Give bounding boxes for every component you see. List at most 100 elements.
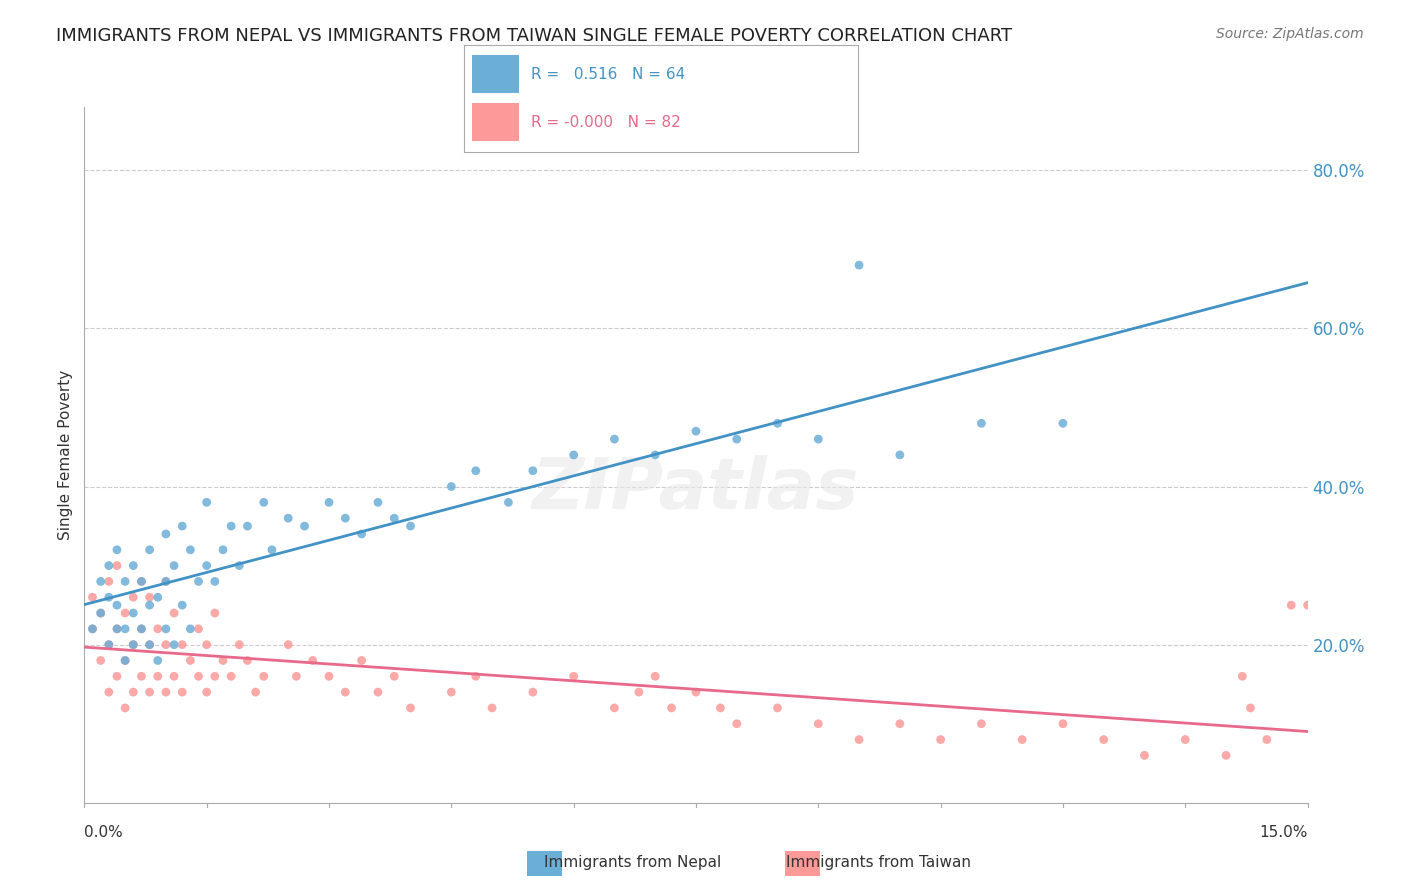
Text: Immigrants from Nepal: Immigrants from Nepal (544, 855, 721, 870)
Point (155, 527, 177, 541)
Point (97, 574, 120, 589)
Point (1256, 732, 1278, 747)
Point (522, 464, 544, 478)
Point (172, 598, 194, 612)
Point (138, 542, 160, 557)
Point (122, 638, 145, 652)
Point (709, 701, 731, 715)
Point (82, 591, 104, 605)
Point (138, 638, 160, 652)
Point (114, 653, 136, 667)
Point (114, 653, 136, 667)
Point (138, 591, 160, 605)
Point (807, 716, 830, 731)
Point (187, 669, 209, 683)
Point (603, 432, 626, 446)
Point (187, 622, 209, 636)
Point (131, 669, 153, 683)
Point (464, 669, 486, 683)
Point (105, 558, 128, 573)
Point (172, 685, 194, 699)
Point (90, 606, 112, 620)
Point (131, 574, 153, 589)
Point (146, 622, 169, 636)
Point (562, 448, 585, 462)
Point (661, 701, 683, 715)
Point (155, 574, 177, 589)
Point (195, 638, 218, 652)
Point (122, 606, 145, 620)
Point (179, 542, 201, 557)
Point (382, 511, 405, 525)
Point (1052, 417, 1074, 431)
Point (163, 606, 186, 620)
Y-axis label: Single Female Poverty: Single Female Poverty (58, 370, 73, 540)
Point (82, 622, 104, 636)
Point (522, 685, 544, 699)
Point (367, 495, 389, 509)
Point (146, 653, 169, 667)
Point (90, 606, 112, 620)
Point (253, 495, 276, 509)
Point (90, 574, 112, 589)
Bar (472, 103, 519, 141)
Point (1215, 748, 1237, 763)
Point (318, 669, 340, 683)
Point (97, 638, 120, 652)
Point (179, 653, 201, 667)
Point (970, 716, 993, 731)
Point (146, 591, 169, 605)
Point (236, 519, 259, 533)
Point (481, 701, 503, 715)
Point (179, 622, 201, 636)
Point (277, 638, 299, 652)
Point (766, 417, 789, 431)
Point (163, 669, 186, 683)
Point (97, 591, 120, 605)
Point (97, 558, 120, 573)
Point (644, 669, 666, 683)
Point (131, 622, 153, 636)
Point (105, 622, 128, 636)
Point (122, 638, 145, 652)
Point (889, 448, 911, 462)
Point (131, 622, 153, 636)
Point (82, 622, 104, 636)
Point (382, 669, 405, 683)
Bar (472, 55, 519, 93)
Point (114, 574, 136, 589)
Point (195, 685, 218, 699)
Point (97, 638, 120, 652)
Text: R =   0.516   N = 64: R = 0.516 N = 64 (531, 67, 685, 82)
Point (219, 519, 242, 533)
Point (253, 669, 276, 683)
Text: Source: ZipAtlas.com: Source: ZipAtlas.com (1216, 27, 1364, 41)
Point (212, 653, 235, 667)
Point (1011, 732, 1033, 747)
Point (114, 622, 136, 636)
Point (163, 558, 186, 573)
Point (228, 638, 250, 652)
Point (1174, 732, 1197, 747)
Point (970, 417, 993, 431)
Point (848, 258, 870, 272)
Point (350, 653, 373, 667)
Point (195, 495, 218, 509)
Point (1279, 598, 1302, 612)
Point (464, 464, 486, 478)
Point (122, 685, 145, 699)
Point (114, 606, 136, 620)
Point (146, 669, 169, 683)
Point (105, 622, 128, 636)
Point (138, 598, 160, 612)
Point (301, 653, 323, 667)
Point (725, 716, 748, 731)
Point (97, 685, 120, 699)
Text: IMMIGRANTS FROM NEPAL VS IMMIGRANTS FROM TAIWAN SINGLE FEMALE POVERTY CORRELATIO: IMMIGRANTS FROM NEPAL VS IMMIGRANTS FROM… (56, 27, 1012, 45)
Point (105, 542, 128, 557)
Point (685, 424, 707, 438)
Point (212, 542, 235, 557)
Point (219, 669, 242, 683)
Point (90, 653, 112, 667)
Point (163, 638, 186, 652)
